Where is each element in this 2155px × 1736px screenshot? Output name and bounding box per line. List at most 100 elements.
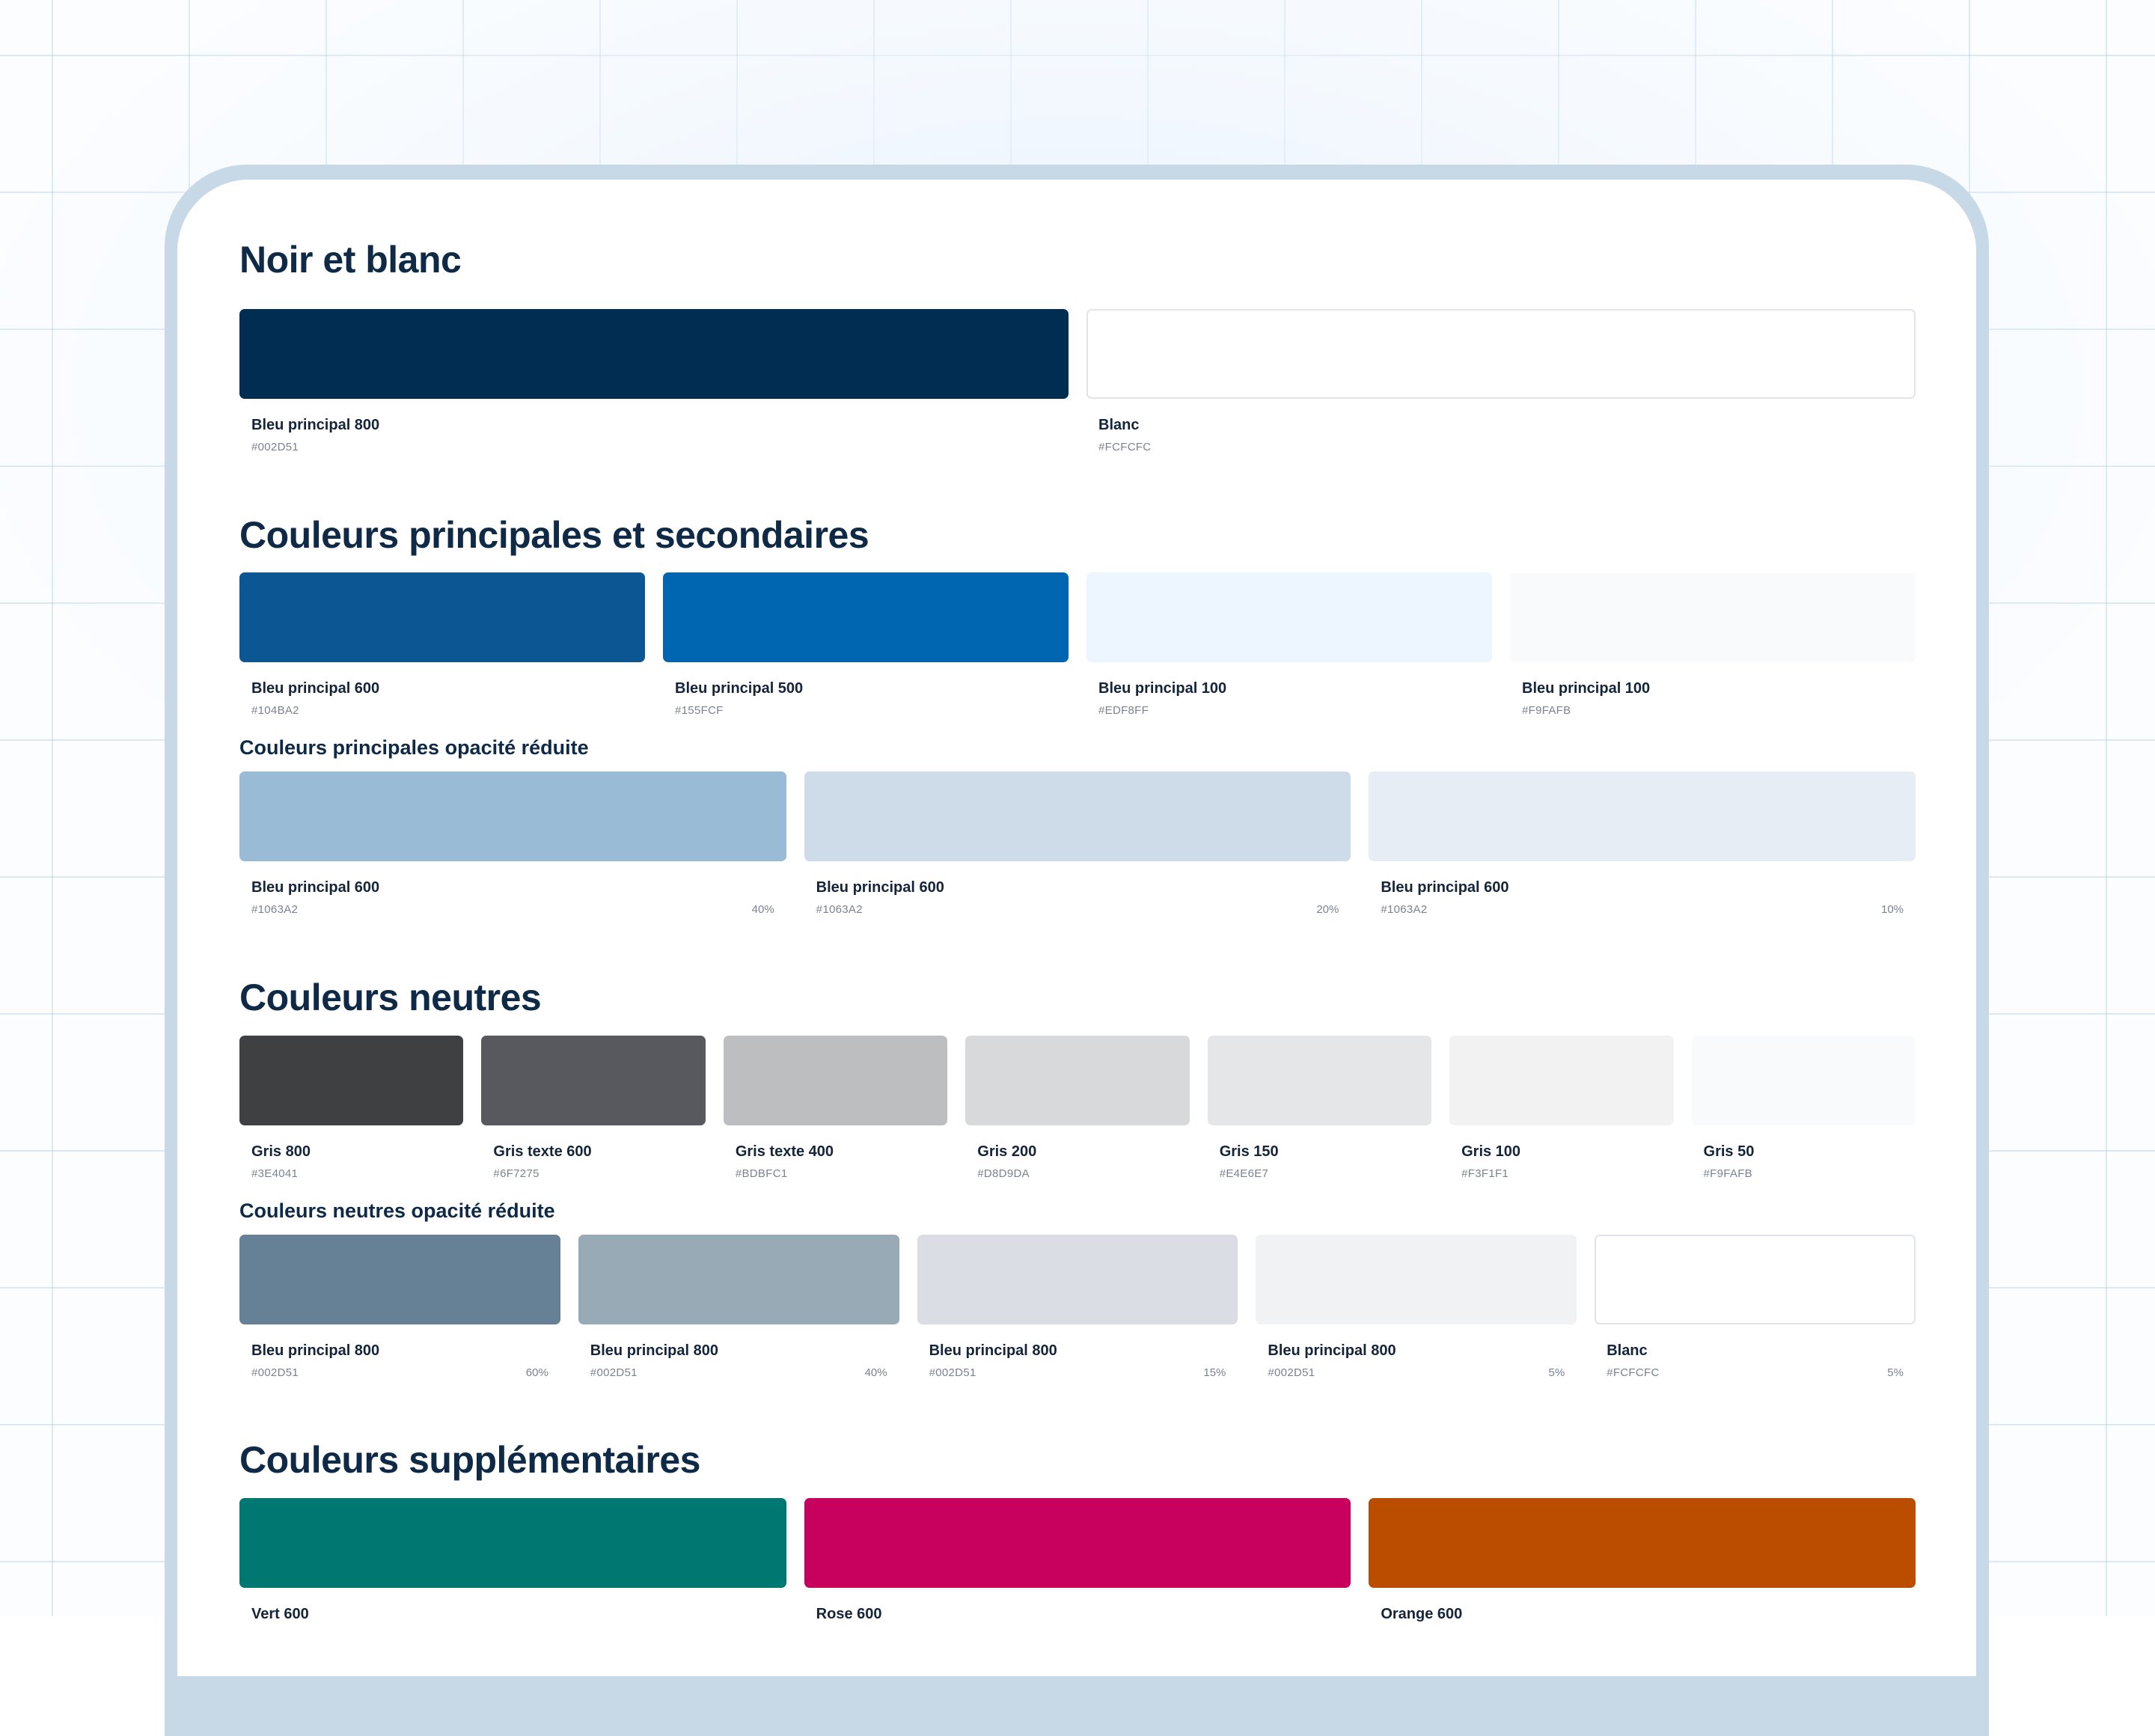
color-swatch-card[interactable]: Blanc #FCFCFC 5% (1595, 1235, 1916, 1392)
color-swatch-card[interactable]: Gris texte 600 #6F7275 (481, 1036, 706, 1193)
swatch-name: Bleu principal 600 (1381, 879, 1509, 896)
color-swatch[interactable] (481, 1036, 706, 1125)
swatch-hex: #F9FAFB (1703, 1167, 1752, 1180)
swatch-opacity: 40% (864, 1366, 887, 1379)
swatch-name: Bleu principal 100 (1522, 680, 1651, 697)
color-swatch-card[interactable]: Bleu principal 600 #1063A2 10% (1369, 771, 1916, 929)
subsection-title-neutres-opacite: Couleurs neutres opacité réduite (239, 1199, 555, 1222)
color-swatch[interactable] (239, 1036, 464, 1125)
section-title-noir-et-blanc: Noir et blanc (239, 239, 462, 281)
color-swatch[interactable] (1369, 771, 1916, 861)
swatch-row-noir-et-blanc: Bleu principal 800 #002D51 Blanc #FCFCFC (239, 309, 1916, 466)
swatch-name: Vert 600 (251, 1606, 309, 1622)
color-swatch-card[interactable]: Blanc #FCFCFC (1086, 309, 1916, 466)
color-swatch[interactable] (1691, 1036, 1916, 1125)
color-swatch[interactable] (723, 1036, 948, 1125)
swatch-name: Gris 200 (977, 1143, 1037, 1160)
color-swatch-card[interactable]: Bleu principal 800 #002D51 (239, 309, 1069, 466)
swatch-opacity: 20% (1316, 903, 1339, 916)
color-swatch-card[interactable]: Vert 600 (239, 1498, 786, 1655)
swatch-hex: #002D51 (251, 1366, 299, 1379)
color-swatch-card[interactable]: Gris 150 #E4E6E7 (1207, 1036, 1432, 1193)
color-swatch-card[interactable]: Bleu principal 600 #1063A2 40% (239, 771, 786, 929)
swatch-opacity: 60% (525, 1366, 548, 1379)
swatch-hex: #155FCF (675, 704, 724, 717)
swatch-opacity: 5% (1548, 1366, 1565, 1379)
color-swatch[interactable] (239, 572, 645, 662)
color-swatch[interactable] (1510, 572, 1916, 662)
color-swatch[interactable] (1207, 1036, 1432, 1125)
swatch-hex: #3E4041 (251, 1167, 299, 1180)
swatch-name: Gris 100 (1461, 1143, 1521, 1160)
color-swatch-card[interactable]: Gris 50 #F9FAFB (1691, 1036, 1916, 1193)
color-swatch-card[interactable]: Bleu principal 600 #1063A2 20% (804, 771, 1351, 929)
color-swatch-card[interactable]: Gris 100 #F3F1F1 (1449, 1036, 1674, 1193)
color-swatch[interactable] (1256, 1235, 1577, 1324)
swatch-row-neutres-opacite: Bleu principal 800 #002D51 60% Bleu princi… (239, 1235, 1916, 1392)
color-swatch[interactable] (239, 309, 1069, 399)
swatch-name: Gris texte 600 (493, 1143, 592, 1160)
color-swatch-card[interactable]: Rose 600 (804, 1498, 1351, 1655)
color-swatch[interactable] (1086, 572, 1492, 662)
section-title-couleurs-supplementaires: Couleurs supplémentaires (239, 1439, 700, 1481)
swatch-name: Bleu principal 800 (251, 1342, 380, 1359)
swatch-name: Gris 150 (1219, 1143, 1279, 1160)
swatch-name: Blanc (1098, 417, 1140, 433)
palette-panel (177, 180, 1976, 1676)
swatch-name: Bleu principal 800 (590, 1342, 718, 1359)
swatch-hex: #002D51 (1268, 1366, 1315, 1379)
color-swatch-card[interactable]: Bleu principal 500 #155FCF (663, 572, 1069, 730)
swatch-hex: #FCFCFC (1098, 441, 1152, 453)
swatch-opacity: 10% (1880, 903, 1904, 916)
swatch-hex: #002D51 (251, 441, 299, 453)
color-swatch-card[interactable]: Gris 200 #D8D9DA (965, 1036, 1190, 1193)
color-swatch-card[interactable]: Bleu principal 100 #EDF8FF (1086, 572, 1492, 730)
color-swatch[interactable] (965, 1036, 1190, 1125)
swatch-opacity: 40% (751, 903, 774, 916)
color-swatch[interactable] (1369, 1498, 1916, 1588)
color-swatch-card[interactable]: Gris texte 400 #BDBFC1 (723, 1036, 948, 1193)
color-swatch-card[interactable]: Bleu principal 100 #F9FAFB (1510, 572, 1916, 730)
section-title-couleurs-principales: Couleurs principales et secondaires (239, 514, 869, 556)
swatch-hex: #F3F1F1 (1461, 1167, 1509, 1180)
color-swatch-card[interactable]: Orange 600 (1369, 1498, 1916, 1655)
swatch-hex: #EDF8FF (1098, 704, 1149, 717)
color-swatch[interactable] (663, 572, 1069, 662)
swatch-hex: #002D51 (590, 1366, 638, 1379)
swatch-name: Orange 600 (1381, 1606, 1463, 1622)
swatch-name: Bleu principal 100 (1098, 680, 1227, 697)
swatch-hex: #BDBFC1 (735, 1167, 788, 1180)
swatch-name: Bleu principal 800 (929, 1342, 1057, 1359)
swatch-hex: #FCFCFC (1607, 1366, 1660, 1379)
color-swatch-card[interactable]: Bleu principal 800 #002D51 40% (578, 1235, 899, 1392)
swatch-row-principales: Bleu principal 600 #104BA2 Bleu principal… (239, 572, 1916, 730)
section-title-couleurs-neutres: Couleurs neutres (239, 977, 542, 1018)
swatch-row-supplementaires: Vert 600 Rose 600 Orange 600 (239, 1498, 1916, 1655)
swatch-hex: #002D51 (929, 1366, 976, 1379)
swatch-name: Gris 50 (1703, 1143, 1755, 1160)
color-swatch[interactable] (804, 771, 1351, 861)
color-swatch[interactable] (1086, 309, 1916, 399)
swatch-name: Bleu principal 600 (251, 879, 380, 896)
color-swatch[interactable] (1449, 1036, 1674, 1125)
color-swatch-card[interactable]: Bleu principal 800 #002D51 5% (1256, 1235, 1577, 1392)
swatch-name: Bleu principal 800 (1268, 1342, 1396, 1359)
color-swatch-card[interactable]: Gris 800 #3E4041 (239, 1036, 464, 1193)
color-swatch[interactable] (239, 1235, 560, 1324)
color-swatch[interactable] (804, 1498, 1351, 1588)
color-swatch-card[interactable]: Bleu principal 600 #104BA2 (239, 572, 645, 730)
subsection-title-principales-opacite: Couleurs principales opacité réduite (239, 736, 589, 759)
swatch-hex: #E4E6E7 (1219, 1167, 1269, 1180)
color-swatch-card[interactable]: Bleu principal 800 #002D51 15% (917, 1235, 1238, 1392)
color-swatch[interactable] (578, 1235, 899, 1324)
swatch-hex: #D8D9DA (977, 1167, 1030, 1180)
color-swatch-card[interactable]: Bleu principal 800 #002D51 60% (239, 1235, 560, 1392)
color-swatch[interactable] (1595, 1235, 1916, 1324)
swatch-opacity: 5% (1887, 1366, 1904, 1379)
swatch-name: Gris texte 400 (735, 1143, 834, 1160)
color-swatch[interactable] (917, 1235, 1238, 1324)
color-swatch[interactable] (239, 771, 786, 861)
swatch-name: Bleu principal 500 (675, 680, 804, 697)
swatch-name: Blanc (1607, 1342, 1648, 1359)
color-swatch[interactable] (239, 1498, 786, 1588)
